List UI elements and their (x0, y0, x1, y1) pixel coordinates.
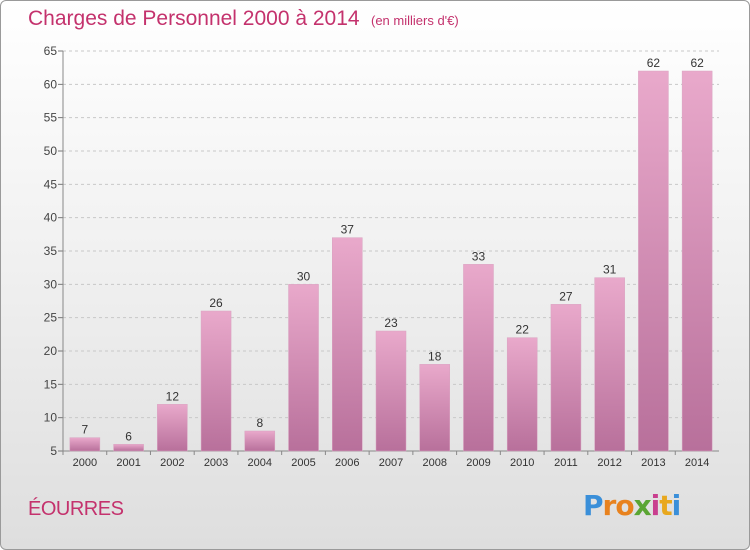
x-tick-label: 2009 (466, 457, 490, 469)
y-tick-label: 60 (44, 77, 58, 91)
y-tick-label: 65 (44, 44, 58, 58)
commune-name: ÉOURRES (28, 498, 124, 520)
bar-value-label: 12 (166, 389, 180, 403)
chart-subtitle: (en milliers d'€) (371, 13, 459, 28)
y-tick-label: 55 (44, 111, 58, 125)
bar-value-label: 62 (690, 56, 704, 70)
bar (200, 310, 232, 452)
x-tick-label: 2003 (204, 457, 228, 469)
bar (463, 264, 494, 452)
bar (332, 237, 363, 452)
bar-value-label: 8 (256, 416, 263, 430)
bar (157, 404, 188, 452)
bar (375, 330, 407, 452)
bar (594, 277, 625, 452)
x-tick-label: 2004 (248, 457, 272, 469)
proxiti-logo: Proxiti (583, 489, 682, 522)
bar-value-label: 6 (125, 429, 132, 443)
y-tick-label: 5 (50, 444, 57, 458)
bar-value-label: 33 (472, 249, 486, 263)
bar (550, 304, 582, 452)
y-tick-label: 15 (44, 377, 58, 391)
bar-value-label: 27 (559, 289, 573, 303)
bar (288, 284, 319, 452)
logo-letter: o (615, 489, 634, 522)
x-tick-label: 2013 (641, 457, 665, 469)
bar (638, 70, 669, 452)
x-tick-label: 2014 (685, 457, 709, 469)
bar (506, 337, 538, 452)
y-tick-label: 40 (44, 211, 58, 225)
x-tick-label: 2006 (335, 457, 359, 469)
bar-value-label: 62 (647, 56, 661, 70)
y-tick-label: 30 (44, 277, 58, 291)
x-tick-label: 2008 (422, 457, 446, 469)
y-tick-label: 45 (44, 177, 58, 191)
x-tick-label: 2001 (116, 457, 140, 469)
bar (244, 430, 276, 452)
x-tick-label: 2007 (379, 457, 403, 469)
bar-value-label: 31 (603, 263, 617, 277)
x-tick-label: 2005 (291, 457, 315, 469)
x-tick-label: 2000 (73, 457, 97, 469)
x-tick-label: 2012 (597, 457, 621, 469)
bar-value-label: 18 (428, 349, 442, 363)
logo-letter: i (650, 489, 661, 522)
chart-title: Charges de Personnel 2000 à 2014 (28, 7, 360, 30)
logo-letter: r (602, 489, 617, 522)
logo-letter: t (659, 489, 672, 522)
logo-letter: i (671, 489, 682, 522)
bar (69, 437, 101, 452)
x-tick-label: 2002 (160, 457, 184, 469)
bar-value-label: 22 (516, 323, 530, 337)
y-tick-label: 25 (44, 311, 58, 325)
bar-value-label: 26 (209, 296, 223, 310)
x-tick-label: 2011 (554, 457, 578, 469)
logo-letter: P (583, 489, 604, 522)
bar (681, 70, 713, 452)
bar-value-label: 37 (341, 223, 355, 237)
x-tick-label: 2010 (510, 457, 534, 469)
y-tick-label: 35 (44, 244, 58, 258)
logo-letter: x (633, 489, 652, 522)
y-tick-label: 50 (44, 144, 58, 158)
y-tick-label: 10 (44, 411, 58, 425)
bar-value-label: 30 (297, 269, 311, 283)
bar (113, 444, 144, 452)
bar (419, 364, 450, 452)
y-tick-label: 20 (44, 344, 58, 358)
bar-value-label: 7 (82, 423, 89, 437)
bar-value-label: 23 (384, 316, 398, 330)
